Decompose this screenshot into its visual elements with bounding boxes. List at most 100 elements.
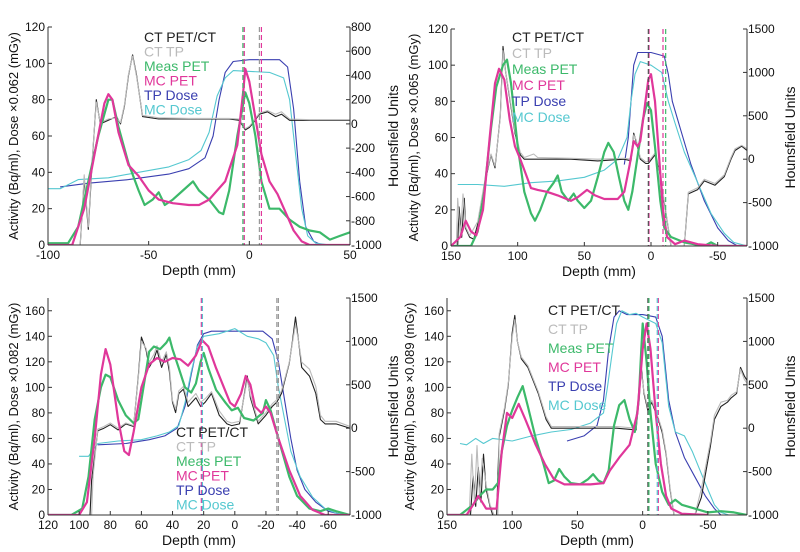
legend-entry: MC PET <box>176 468 229 484</box>
series-line-mc-dose <box>459 310 729 515</box>
chart-panel-3: 120 100 80 60 40 20 0 -20 -40 -60 0 20 40 60 80 100 120 1… <box>6 291 401 548</box>
x-tick-label: 50 <box>578 249 592 263</box>
series-line-tp-dose <box>566 310 722 515</box>
y2-tick-label: 600 <box>351 44 371 58</box>
y-tick-label: 40 <box>32 165 46 179</box>
y2-tick-label: 1500 <box>748 22 775 36</box>
x-tick-label: 20 <box>197 518 211 532</box>
y2-tick-label: -500 <box>351 465 375 479</box>
x-tick-label: 60 <box>135 518 149 532</box>
legend-entry: TP Dose <box>144 87 198 103</box>
x-axis-label: Depth (mm) <box>162 532 236 548</box>
y2-tick-label: -400 <box>351 165 375 179</box>
y-tick-label: 20 <box>32 482 46 496</box>
legend-entry: CT PET/CT <box>512 29 585 45</box>
y-tick-label: 80 <box>32 93 46 107</box>
chart-panel-1: -100 -50 0 50 0 20 40 60 80 100 120 -1000 -800 -600 -4… <box>6 20 401 278</box>
y-tick-label: 60 <box>32 431 46 445</box>
legend-entry: TP Dose <box>512 93 566 109</box>
y2-tick-label: -200 <box>351 141 375 155</box>
y-tick-label: 40 <box>435 167 449 181</box>
y2-tick-label: -1000 <box>351 238 382 252</box>
y2-tick-label: 1500 <box>351 291 378 305</box>
legend-entry: MC Dose <box>548 397 607 413</box>
x-tick-label: 150 <box>441 249 461 263</box>
y-tick-label: 40 <box>431 457 445 471</box>
y2-tick-label: 800 <box>351 20 371 34</box>
y2-tick-label: -500 <box>748 465 772 479</box>
legend-entry: CT PET/CT <box>548 302 621 318</box>
legend-entry: CT TP <box>144 44 184 60</box>
series-line-ct-tp <box>91 323 350 515</box>
y2-tick-label: 500 <box>748 378 768 392</box>
y2-tick-label: 500 <box>351 378 371 392</box>
legend-entry: MC Dose <box>512 109 571 125</box>
y-tick-label: 80 <box>435 94 449 108</box>
y2-tick-label: 200 <box>351 93 371 107</box>
legend-entry: MC Dose <box>144 102 203 118</box>
y-axis-label: Activity (Bq/ml), Dose ×0.089 (mGy) <box>402 303 417 511</box>
y-tick-label: 160 <box>424 304 444 318</box>
y-tick-label: 0 <box>441 239 448 253</box>
x-tick-label: 0 <box>648 249 655 263</box>
x-tick-label: -60 <box>320 518 338 532</box>
x-tick-label: 40 <box>166 518 180 532</box>
x-tick-label: -100 <box>36 248 60 262</box>
y2-axis-label: Hounsfield Units <box>782 87 798 189</box>
legend-entry: Meas PET <box>548 340 614 356</box>
y2-tick-label: 0 <box>748 421 755 435</box>
y-tick-label: 0 <box>38 238 45 252</box>
series-group <box>48 298 350 515</box>
y2-tick-label: -500 <box>748 196 772 210</box>
chart-panel-2: 150 100 50 0 -50020406080100120-1000-5000500… <box>406 22 798 279</box>
legend-entry: Meas PET <box>144 58 210 74</box>
x-tick-label: 80 <box>104 518 118 532</box>
x-tick-label: 0 <box>246 248 253 262</box>
series-line-ct-pet-ct <box>79 54 350 245</box>
y2-tick-label: 0 <box>351 421 358 435</box>
y2-tick-label: -800 <box>351 214 375 228</box>
series-line-mc-dose <box>48 70 330 245</box>
y-tick-label: 120 <box>25 20 45 34</box>
y2-tick-label: -1000 <box>748 508 779 522</box>
series-line-tp-dose <box>60 59 350 245</box>
x-tick-label: 100 <box>508 249 528 263</box>
series-line-mc-pet <box>447 322 708 515</box>
y2-axis-label: Hounsfield Units <box>782 356 798 458</box>
legend-entry: MC PET <box>144 73 197 89</box>
series-line-tp-dose <box>623 51 738 246</box>
series-group <box>451 29 747 246</box>
y-tick-label: 120 <box>424 355 444 369</box>
legend-entry: TP Dose <box>548 378 602 394</box>
y-tick-label: 20 <box>435 203 449 217</box>
x-tick-label: 100 <box>502 518 522 532</box>
y-tick-label: 140 <box>424 329 444 343</box>
y-tick-label: 40 <box>32 457 46 471</box>
y2-axis-label: Hounsfield Units <box>385 356 401 458</box>
x-axis-label: Depth (mm) <box>162 262 236 278</box>
x-tick-label: 120 <box>38 518 58 532</box>
y-tick-label: 80 <box>32 406 46 420</box>
x-tick-label: 50 <box>571 518 585 532</box>
series-group <box>48 27 350 245</box>
y-tick-label: 60 <box>435 131 449 145</box>
y-axis-label: Activity (Bq/ml), Dose ×0.065 (mGy) <box>406 34 421 242</box>
x-tick-label: -40 <box>288 518 306 532</box>
x-tick-label: 100 <box>69 518 89 532</box>
y-tick-label: 120 <box>428 22 448 36</box>
y-tick-label: 20 <box>431 482 445 496</box>
y2-tick-label: 1000 <box>748 334 775 348</box>
x-tick-label: -50 <box>699 518 717 532</box>
y-axis-label: Activity (Bq/ml), Dose ×0.082 (mGy) <box>6 303 21 511</box>
y2-tick-label: 0 <box>748 152 755 166</box>
y2-tick-label: -1000 <box>351 508 382 522</box>
y-tick-label: 60 <box>32 129 46 143</box>
legend-entry: CT TP <box>512 45 552 61</box>
y2-tick-label: 1500 <box>748 291 775 305</box>
legend-entry: Meas PET <box>176 453 242 469</box>
x-tick-label: 0 <box>639 518 646 532</box>
series-line-mc-dose <box>457 61 747 246</box>
